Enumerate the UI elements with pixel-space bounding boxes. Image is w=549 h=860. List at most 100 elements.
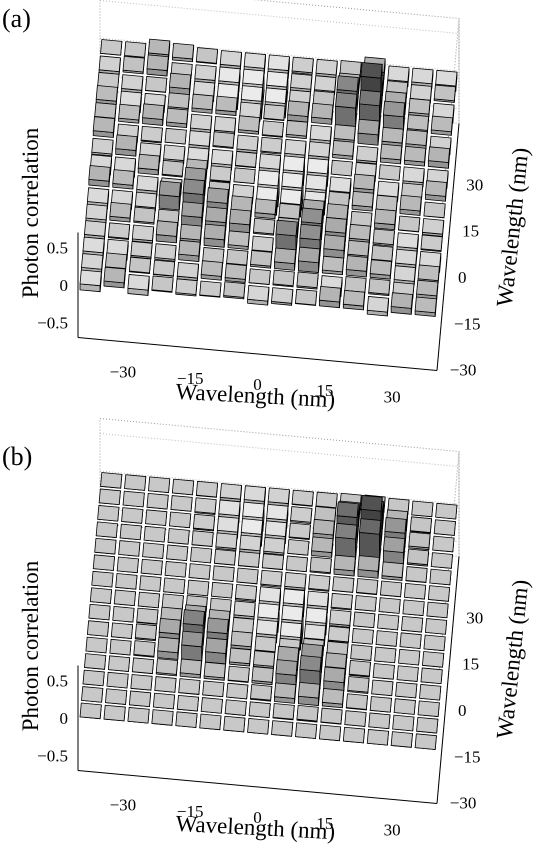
bar <box>82 669 105 687</box>
bar <box>97 505 120 522</box>
bar <box>423 201 446 219</box>
bar <box>91 137 114 157</box>
bar <box>116 556 139 574</box>
bar <box>357 118 380 146</box>
bar <box>203 223 226 248</box>
bar <box>308 141 331 161</box>
bar <box>167 528 190 545</box>
y-tick-label: 30 <box>466 175 483 194</box>
x-tick-label: 0 <box>253 375 262 394</box>
bar <box>366 729 389 746</box>
bar <box>329 609 352 628</box>
bar <box>209 165 232 183</box>
bar <box>178 678 201 695</box>
bar <box>248 701 271 719</box>
bar <box>223 281 246 300</box>
bar <box>224 699 247 716</box>
y-tick-label: −30 <box>450 794 477 813</box>
bar <box>422 651 445 668</box>
y-axis-line <box>436 556 460 804</box>
bar <box>332 140 355 160</box>
bar <box>229 647 252 667</box>
bar <box>433 84 456 103</box>
bar <box>164 127 187 145</box>
bar <box>127 707 150 724</box>
bar <box>430 552 453 569</box>
bar <box>272 703 295 721</box>
bar <box>155 220 178 244</box>
bar <box>146 54 169 77</box>
bar <box>169 72 192 96</box>
bar <box>416 279 439 301</box>
bar <box>143 525 166 543</box>
y-tick-label: −15 <box>454 314 481 333</box>
bar <box>88 603 111 621</box>
bar-grid <box>79 472 458 750</box>
bar <box>247 718 270 735</box>
bar <box>233 600 256 620</box>
bar <box>124 474 147 491</box>
bar <box>311 102 334 125</box>
bar <box>263 536 286 556</box>
bar <box>95 85 118 105</box>
bar <box>311 536 334 558</box>
bar <box>92 116 115 138</box>
bar <box>188 563 211 580</box>
bar <box>274 247 297 271</box>
bar <box>351 190 374 212</box>
bar <box>309 556 332 575</box>
bar <box>107 222 131 240</box>
bar <box>333 124 356 144</box>
bar <box>348 659 371 678</box>
bar <box>145 509 168 526</box>
bar <box>191 530 214 548</box>
bar <box>420 234 443 252</box>
bar <box>290 506 313 525</box>
y-tick-label: 15 <box>462 655 479 674</box>
bar <box>234 584 258 602</box>
bar <box>194 497 217 516</box>
bar <box>248 268 271 286</box>
bar <box>296 704 319 723</box>
bar <box>152 259 176 277</box>
bar <box>432 535 455 553</box>
bar <box>152 692 176 710</box>
bar <box>200 697 223 714</box>
bar <box>296 271 319 290</box>
bar <box>359 518 382 563</box>
bar <box>237 551 261 568</box>
bar <box>416 716 439 734</box>
bar <box>98 488 121 506</box>
bar <box>112 606 135 623</box>
bar <box>79 269 102 293</box>
bar <box>347 676 370 694</box>
bar <box>275 659 298 688</box>
bar <box>430 115 453 136</box>
bar <box>382 536 406 565</box>
bar <box>91 570 114 588</box>
bar <box>267 487 290 507</box>
bar <box>234 151 258 169</box>
bar <box>250 684 273 702</box>
bar <box>332 576 355 593</box>
bar <box>85 636 108 654</box>
bar <box>118 540 141 557</box>
bar <box>251 666 274 686</box>
bar <box>345 693 368 711</box>
x-tick-label: 0 <box>253 808 262 827</box>
bar <box>419 684 442 701</box>
bar <box>154 243 177 262</box>
bar <box>113 589 136 607</box>
bar <box>169 511 192 529</box>
bar <box>157 636 180 660</box>
bar <box>297 681 321 706</box>
grid-line <box>99 433 460 467</box>
bar <box>290 73 313 93</box>
bar <box>372 228 395 247</box>
bar <box>284 572 307 591</box>
bar <box>261 553 284 571</box>
bar <box>433 519 456 536</box>
bar <box>190 113 213 134</box>
bar <box>109 638 132 656</box>
bar <box>227 665 250 683</box>
